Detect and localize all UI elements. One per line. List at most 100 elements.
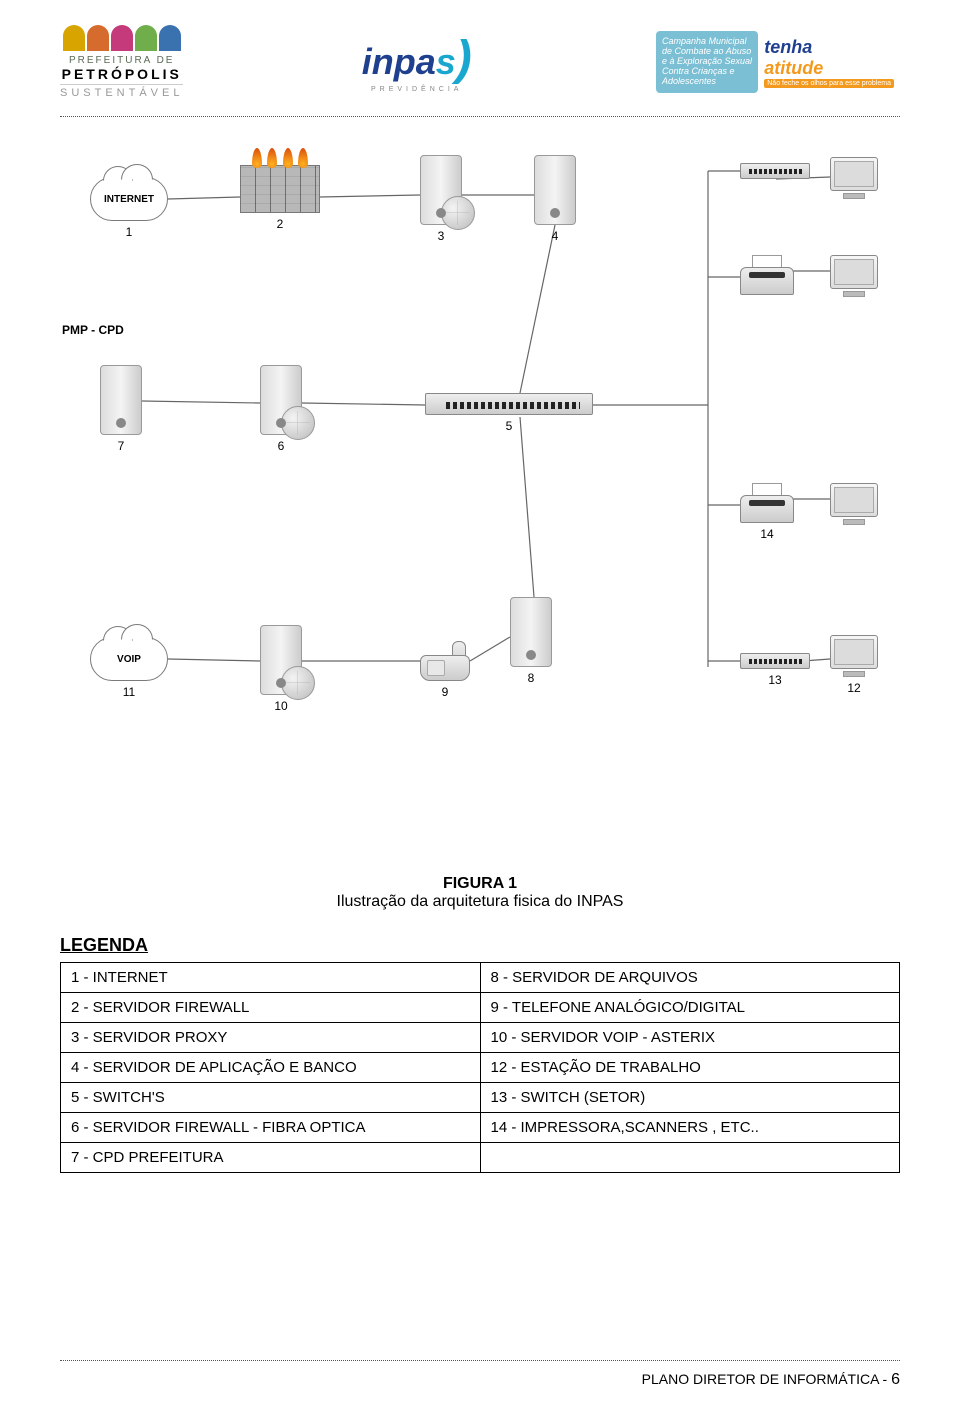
- node-id-label: 4: [534, 229, 576, 243]
- legend-cell-left: 4 - SERVIDOR DE APLICAÇÃO E BANCO: [61, 1053, 481, 1083]
- firewall-icon: [240, 165, 320, 213]
- node-id-label: 14: [740, 527, 794, 541]
- legend-cell-right: 10 - SERVIDOR VOIP - ASTERIX: [480, 1023, 900, 1053]
- cloud-icon: VOIP: [90, 637, 168, 681]
- server-globe-icon: [420, 155, 462, 225]
- node-id-label: 7: [100, 439, 142, 453]
- diagram-node-5: 5: [425, 393, 593, 433]
- legend-table: 1 - INTERNET8 - SERVIDOR DE ARQUIVOS2 - …: [60, 962, 900, 1173]
- inpas-logo: inpas) PREVIDÊNCIA: [362, 31, 472, 93]
- footer: PLANO DIRETOR DE INFORMÁTICA - 6: [642, 1371, 900, 1389]
- node-id-label: 12: [830, 681, 878, 695]
- node-id-label: 2: [240, 217, 320, 231]
- server-icon: [100, 365, 142, 435]
- legend-heading: LEGENDA: [60, 935, 900, 956]
- atitude-right: tenha atitude Não feche os olhos para es…: [764, 37, 894, 88]
- atitude-box: Campanha Municipal de Combate ao Abuso e…: [650, 31, 900, 93]
- server-globe-icon: [260, 625, 302, 695]
- footer-page: 6: [891, 1371, 900, 1388]
- diagram-node-4: 4: [534, 155, 576, 243]
- legend-cell-left: 3 - SERVIDOR PROXY: [61, 1023, 481, 1053]
- inpas-text: inpas): [362, 31, 472, 86]
- figure-caption: FIGURA 1 Ilustração da arquitetura fisic…: [60, 875, 900, 911]
- diagram-node-1: INTERNET 1: [90, 177, 168, 239]
- node-id-label: 5: [425, 419, 593, 433]
- monitor-icon: [830, 255, 878, 297]
- legend-row: 7 - CPD PREFEITURA: [61, 1143, 900, 1173]
- header: PREFEITURA DE PETRÓPOLIS SUSTENTÁVEL inp…: [60, 0, 900, 110]
- node-id-label: 6: [260, 439, 302, 453]
- node-id-label: 8: [510, 671, 552, 685]
- legend-cell-left: 2 - SERVIDOR FIREWALL: [61, 993, 481, 1023]
- diagram-node-2: 2: [240, 165, 320, 231]
- node-id-label: 13: [740, 673, 810, 687]
- diagram-node-12: 12: [830, 635, 878, 695]
- diagram-node-11: VOIP 11: [90, 637, 168, 699]
- diagram-node-7: 7: [100, 365, 142, 453]
- petropolis-line3: SUSTENTÁVEL: [60, 84, 183, 99]
- diagram-node-9: 9: [420, 641, 470, 699]
- diagram-node-3: 3: [420, 155, 462, 243]
- node-id-label: 9: [420, 685, 470, 699]
- server-icon: [510, 597, 552, 667]
- cloud-icon: INTERNET: [90, 177, 168, 221]
- diagram-node-printer: [740, 257, 794, 295]
- monitor-icon: [830, 635, 878, 677]
- legend-cell-right: 12 - ESTAÇÃO DE TRABALHO: [480, 1053, 900, 1083]
- atitude-tag: Não feche os olhos para esse problema: [764, 79, 894, 88]
- diagram-node-monitor: [830, 157, 878, 199]
- switch-icon: [425, 393, 593, 415]
- server-icon: [534, 155, 576, 225]
- legend-cell-left: 1 - INTERNET: [61, 963, 481, 993]
- legend-cell-right: 9 - TELEFONE ANALÓGICO/DIGITAL: [480, 993, 900, 1023]
- printer-icon: [740, 485, 794, 523]
- legend-row: 4 - SERVIDOR DE APLICAÇÃO E BANCO12 - ES…: [61, 1053, 900, 1083]
- footer-text: PLANO DIRETOR DE INFORMÁTICA -: [642, 1371, 891, 1387]
- petropolis-line2: PETRÓPOLIS: [62, 66, 182, 82]
- header-rule: [60, 116, 900, 117]
- printer-icon: [740, 257, 794, 295]
- legend-cell-right: 8 - SERVIDOR DE ARQUIVOS: [480, 963, 900, 993]
- node-id-label: 3: [420, 229, 462, 243]
- switch-small-icon: [740, 163, 810, 179]
- pmp-cpd-label: PMP - CPD: [62, 323, 124, 337]
- diagram-node-monitor: [830, 255, 878, 297]
- legend-cell-right: [480, 1143, 900, 1173]
- caption-subtitle: Ilustração da arquitetura fisica do INPA…: [60, 893, 900, 911]
- phone-icon: [420, 641, 470, 681]
- network-diagram: PMP - CPD INTERNET123476514VOIP111098131…: [60, 147, 900, 867]
- legend-row: 2 - SERVIDOR FIREWALL9 - TELEFONE ANALÓG…: [61, 993, 900, 1023]
- legend-cell-left: 7 - CPD PREFEITURA: [61, 1143, 481, 1173]
- diagram-node-13: 13: [740, 653, 810, 687]
- legend-row: 3 - SERVIDOR PROXY10 - SERVIDOR VOIP - A…: [61, 1023, 900, 1053]
- legend-row: 1 - INTERNET8 - SERVIDOR DE ARQUIVOS: [61, 963, 900, 993]
- legend-cell-right: 13 - SWITCH (SETOR): [480, 1083, 900, 1113]
- petropolis-logo: PREFEITURA DE PETRÓPOLIS SUSTENTÁVEL: [60, 25, 183, 99]
- node-id-label: 1: [90, 225, 168, 239]
- diagram-node-6: 6: [260, 365, 302, 453]
- legend-cell-right: 14 - IMPRESSORA,SCANNERS , ETC..: [480, 1113, 900, 1143]
- node-id-label: 11: [90, 685, 168, 699]
- switch-small-icon: [740, 653, 810, 669]
- diagram-node-10: 10: [260, 625, 302, 713]
- petropolis-line1: PREFEITURA DE: [69, 55, 174, 66]
- node-id-label: 10: [260, 699, 302, 713]
- legend-row: 5 - SWITCH'S13 - SWITCH (SETOR): [61, 1083, 900, 1113]
- server-globe-icon: [260, 365, 302, 435]
- legend-section: LEGENDA 1 - INTERNET8 - SERVIDOR DE ARQU…: [60, 935, 900, 1173]
- legend-cell-left: 5 - SWITCH'S: [61, 1083, 481, 1113]
- monitor-icon: [830, 157, 878, 199]
- diagram-node-monitor: [830, 483, 878, 525]
- footer-rule: [60, 1360, 900, 1361]
- inpas-sub: PREVIDÊNCIA: [371, 86, 462, 93]
- diagram-node-14: 14: [740, 485, 794, 541]
- atitude-right-1: tenha: [764, 37, 894, 58]
- diagram-node-8: 8: [510, 597, 552, 685]
- legend-cell-left: 6 - SERVIDOR FIREWALL - FIBRA OPTICA: [61, 1113, 481, 1143]
- atitude-left-text: Campanha Municipal de Combate ao Abuso e…: [656, 31, 758, 92]
- diagram-node-switch-sm: [740, 163, 810, 179]
- legend-row: 6 - SERVIDOR FIREWALL - FIBRA OPTICA14 -…: [61, 1113, 900, 1143]
- atitude-right-2: atitude: [764, 58, 894, 79]
- monitor-icon: [830, 483, 878, 525]
- caption-title: FIGURA 1: [60, 875, 900, 893]
